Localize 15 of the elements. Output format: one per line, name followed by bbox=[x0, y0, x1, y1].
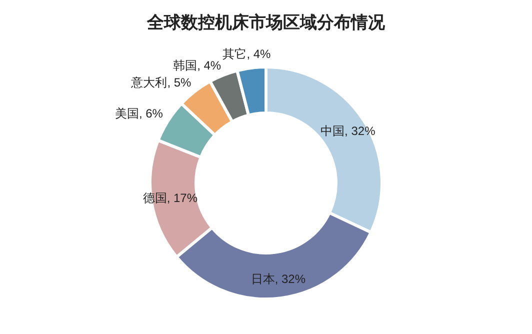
slice-label: 日本 bbox=[250, 272, 275, 286]
slice-label: 中国 bbox=[320, 124, 345, 138]
data-label: , 6% bbox=[138, 106, 164, 121]
data-label: , 5% bbox=[167, 76, 192, 90]
slice-label: 其它 bbox=[222, 46, 247, 61]
slice-label: 韩国 bbox=[173, 58, 198, 73]
slice-label: 意大利 bbox=[130, 76, 168, 90]
chart-title: 全球数控机床市场区域分布情况 bbox=[146, 13, 386, 32]
data-label: , 4% bbox=[246, 46, 272, 61]
data-label: , 32% bbox=[344, 124, 376, 138]
slice-label: 德国 bbox=[142, 191, 167, 206]
slice-label: 美国 bbox=[114, 106, 139, 121]
data-label: , 32% bbox=[274, 272, 306, 286]
data-label: , 4% bbox=[197, 58, 222, 73]
data-label: , 17% bbox=[166, 191, 198, 206]
